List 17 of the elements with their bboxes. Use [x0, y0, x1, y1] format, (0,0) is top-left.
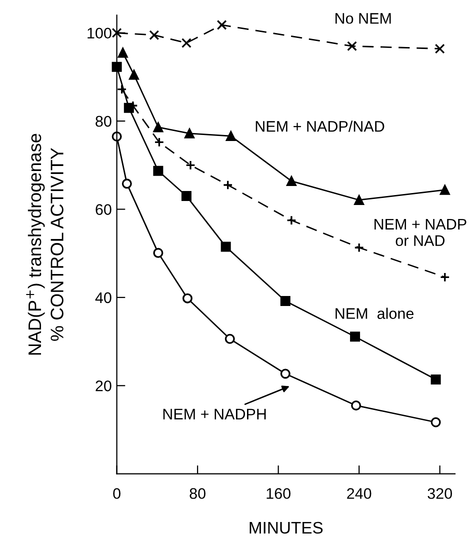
y-tick-label: 80	[96, 116, 112, 127]
x-tick-label: 0	[113, 488, 120, 499]
x-tick-label: 160	[266, 488, 290, 499]
y-tick-label: 20	[96, 380, 112, 392]
y-axis-title: NAD(P$^{+}$) transhydrogenase % CONTROL ACTIVITY	[26, 134, 64, 355]
series-label: NEM + NADP/NAD	[256, 120, 384, 132]
y-tick-label: 60	[96, 204, 112, 215]
legend-label: NEM + NADPH	[163, 408, 266, 420]
y-tick-label: 100	[88, 28, 112, 39]
x-tick-label: 320	[428, 488, 452, 499]
series-label: No NEM	[336, 13, 391, 24]
series-label: NEM + NADP or NAD	[374, 218, 466, 246]
y-tick-label: 40	[95, 292, 112, 304]
series-label: NEM alone	[336, 308, 414, 319]
x-axis-title: MINUTES	[250, 522, 323, 534]
x-tick-label: 80	[190, 488, 206, 499]
x-tick-label: 240	[347, 488, 372, 499]
